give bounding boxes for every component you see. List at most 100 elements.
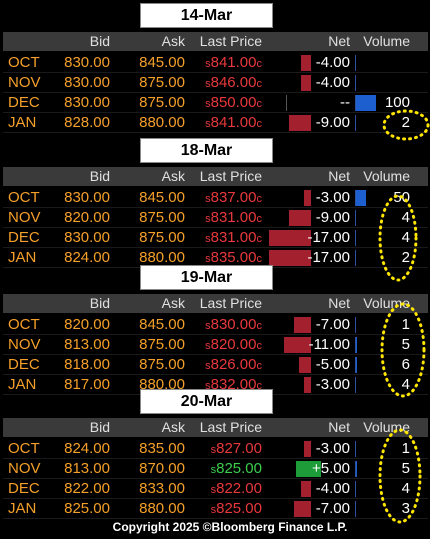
last-price: s831.00c [180,208,262,229]
column-header: Bid [89,419,110,435]
volume-divider [355,190,356,206]
last-price-part: 846.00 [210,74,257,91]
net: -3.00 [315,440,350,457]
net: -5.00 [315,356,350,373]
last-price: s841.00c [180,113,262,134]
volume-divider [355,75,356,91]
net: -9.00 [315,209,350,226]
volume-divider [355,441,356,457]
bid: 817.00 [64,376,110,393]
row-separator [3,458,428,459]
volume: 6 [401,356,410,373]
last-price-part: 831.00 [210,229,257,246]
net-bar [301,481,311,497]
last-price-part: 835.00 [210,249,257,266]
net-bar [288,210,311,226]
last-price-part: s [210,464,217,476]
last-price: s831.00c [180,228,262,249]
column-header: Volume [363,168,410,184]
ask: 870.00 [139,460,185,477]
net: -11.00 [308,336,350,353]
row-separator [3,72,428,73]
ask: 845.00 [139,54,185,71]
last-price: s832.00c [180,375,262,396]
column-header: Volume [363,419,410,435]
last-price-part: s [205,98,211,110]
volume: 4 [401,480,410,497]
volume-divider [355,230,356,246]
net: -17.00 [307,229,350,246]
bid: 830.00 [64,74,110,91]
month: OCT [8,189,40,206]
month: NOV [8,209,41,226]
volume: 4 [401,209,410,226]
bid: 828.00 [64,114,110,131]
last-price: s835.00c [180,248,262,269]
row-separator [3,478,428,479]
copyright: Copyright 2025 ©Bloomberg Finance L.P. [112,520,348,534]
row-separator [3,207,428,208]
last-price: s820.00c [180,335,262,356]
column-header: Volume [363,33,410,49]
net-bar [293,317,311,333]
last-price-part: s [210,444,217,456]
bid: 820.00 [64,316,110,333]
last-price-part: s [205,58,211,70]
volume: 2 [401,114,410,131]
last-price-part: 831.00 [210,209,257,226]
net-bar [301,75,311,91]
volume-divider [355,250,356,266]
last-price-part: c [256,233,263,245]
last-price: s830.00c [180,315,262,336]
row-separator [3,374,428,375]
column-header: Ask [161,168,185,184]
net: -9.00 [315,114,350,131]
column-header: Last Price [199,33,262,49]
section-title: 20-Mar [140,389,273,414]
last-price-part: s [210,484,217,496]
column-header: Last Price [199,295,262,311]
volume-divider [355,55,356,71]
last-price: s846.00c [180,73,262,94]
last-price: s827.00 [180,439,262,460]
month: JAN [8,114,37,131]
volume-bar [356,337,357,353]
net-bar [288,115,311,131]
month: JAN [8,500,37,517]
bid: 824.00 [64,440,110,457]
volume: 1 [401,440,410,457]
last-price-part: s [205,320,211,332]
last-price-part: s [205,78,211,90]
net-bar [296,461,321,477]
volume: 100 [384,94,410,111]
ask: 880.00 [139,114,185,131]
row-separator [3,132,428,133]
ask: 875.00 [139,209,185,226]
last-price-part: s [205,360,211,372]
section-title: 14-Mar [140,3,273,28]
last-price-part: s [205,118,211,130]
volume-divider [355,357,356,373]
volume: 2 [401,249,410,266]
last-price: s825.00 [180,459,262,480]
last-price-part: c [256,78,263,90]
net-bar [268,230,311,246]
volume-bar [356,357,358,373]
month: OCT [8,440,40,457]
row-separator [3,92,428,93]
last-price-part: c [256,360,263,372]
column-header: Net [328,419,350,435]
column-header: Ask [161,33,185,49]
ask: 833.00 [139,480,185,497]
volume-divider [355,501,356,517]
column-header: Last Price [199,419,262,435]
header-row [3,418,428,437]
last-price: s825.00 [180,499,262,520]
ask: 875.00 [139,74,185,91]
month: DEC [8,94,40,111]
column-header: Last Price [199,168,262,184]
bid: 824.00 [64,249,110,266]
last-price-part: c [256,118,263,130]
volume-bar [356,190,366,206]
